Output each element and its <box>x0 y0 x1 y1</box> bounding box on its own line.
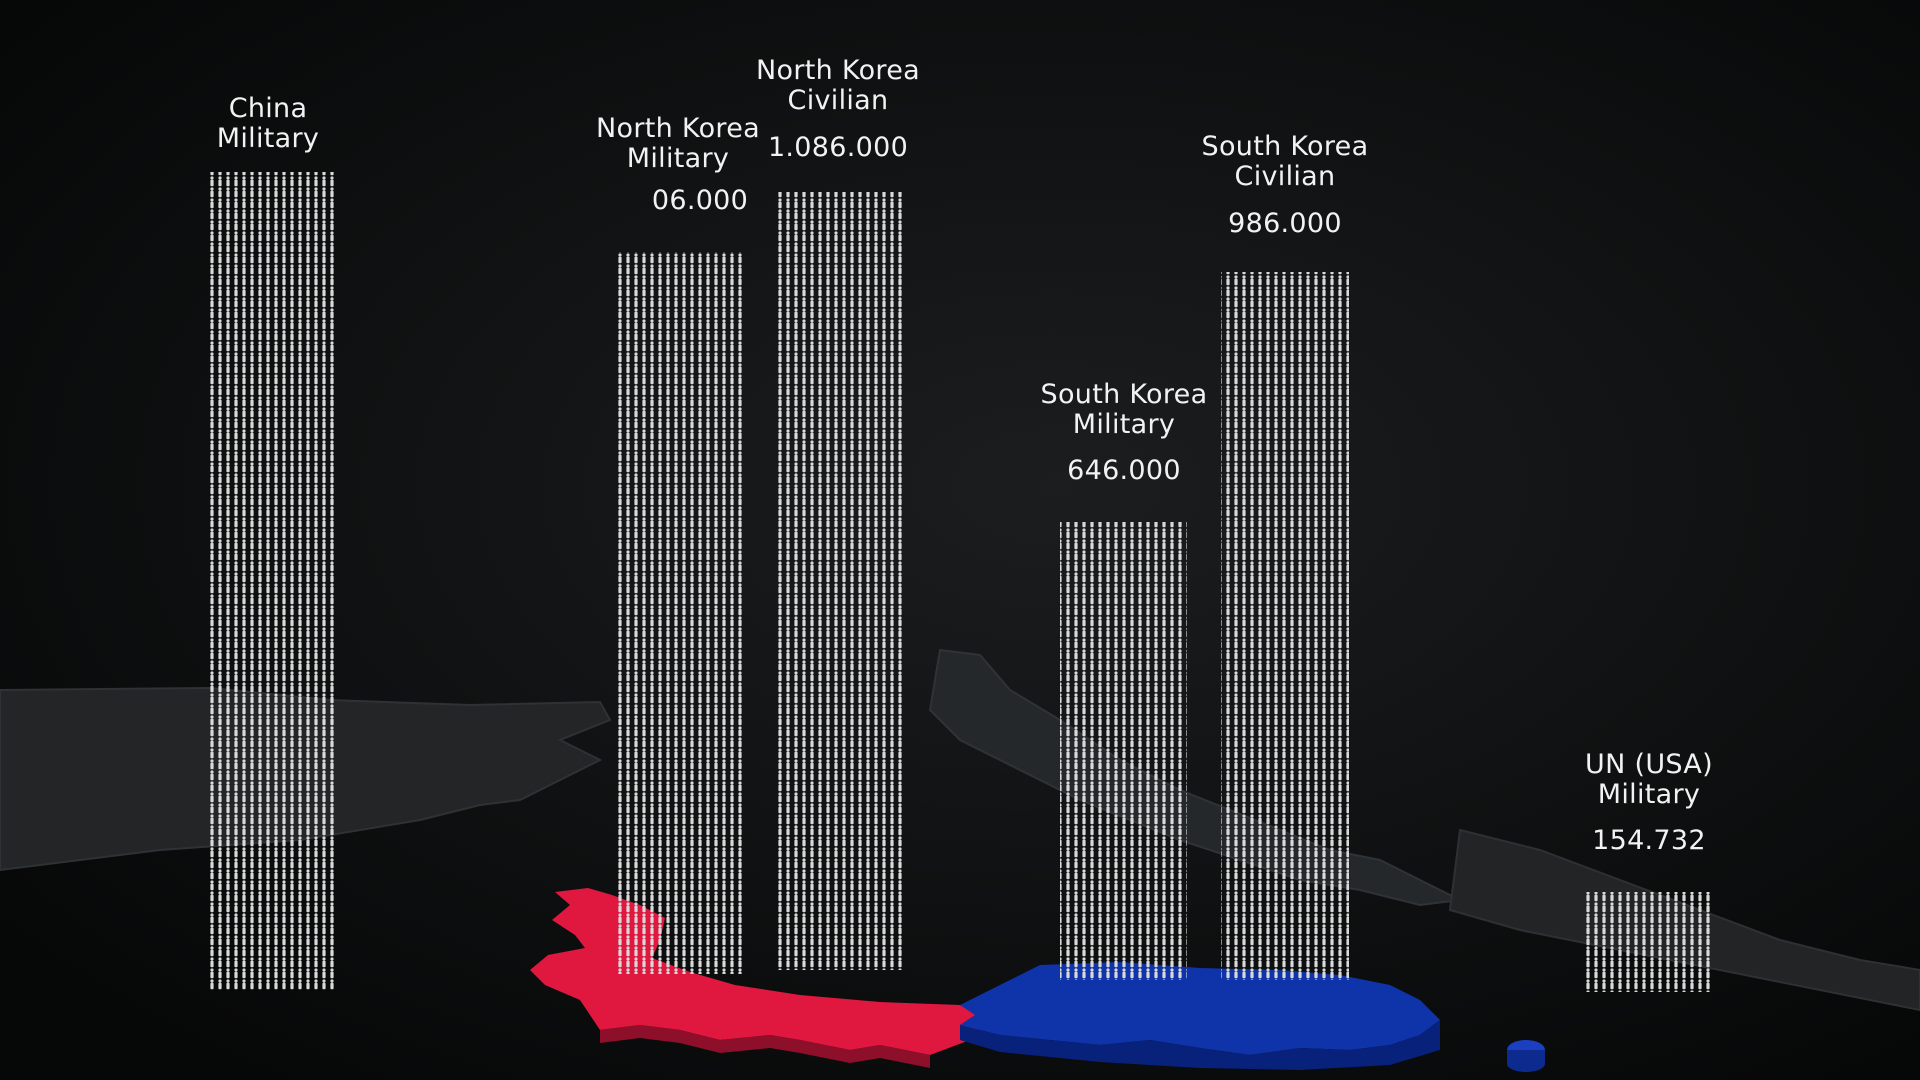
map-island-top <box>1507 1056 1545 1072</box>
bar-value-north-korea-military: 06.000 <box>651 185 749 216</box>
bar-value-south-korea-military: 646.000 <box>1067 455 1181 486</box>
bars <box>206 172 1713 992</box>
map-north-korea-side <box>600 1025 930 1068</box>
bar-north-korea-military <box>616 252 744 974</box>
bar-value-un-military: 154.732 <box>1592 825 1706 856</box>
bar-value-north-korea-civilian: 1.086.000 <box>767 132 909 163</box>
bar-label-un-military: UN (USA) Military <box>1585 749 1713 810</box>
bar-china-military <box>206 172 338 990</box>
bar-south-korea-civilian <box>1221 272 1349 980</box>
bar-label-china-military: China Military <box>216 93 320 154</box>
bar-label-north-korea-military: North Korea Military <box>596 113 760 174</box>
bar-label-south-korea-civilian: South Korea Civilian <box>1201 131 1369 192</box>
bar-un-military <box>1585 892 1713 992</box>
map-south-korea-side <box>960 1020 1440 1070</box>
map-south-korea <box>960 962 1440 1055</box>
bar-value-south-korea-civilian: 986.000 <box>1228 208 1342 239</box>
bar-north-korea-civilian <box>776 192 904 970</box>
bar-label-north-korea-civilian: North Korea Civilian <box>756 55 920 116</box>
bar-south-korea-military <box>1060 522 1187 980</box>
bar-label-south-korea-military: South Korea Military <box>1040 379 1208 440</box>
